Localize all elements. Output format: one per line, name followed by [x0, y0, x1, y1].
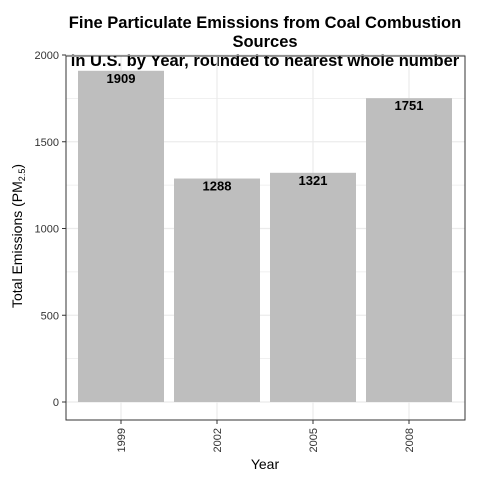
y-tick-label: 1500	[35, 137, 59, 149]
bar-2002	[174, 178, 260, 402]
bar-2005	[270, 172, 356, 402]
y-axis-title: Total Emissions (PM2.5)	[9, 164, 27, 308]
x-tick-label-2008: 2008	[404, 428, 416, 452]
chart-title-line-1: Fine Particulate Emissions from Coal Com…	[68, 14, 462, 51]
data-label-2005: 1321	[299, 173, 328, 188]
y-tick-label: 2000	[35, 50, 59, 62]
data-label-2008: 1751	[395, 98, 424, 113]
axes: 0 500 1000 1500 2000 1999 2002 2005 2008	[35, 50, 416, 452]
y-tick-label: 0	[53, 397, 59, 409]
x-axis-title: Year	[251, 456, 280, 472]
bar-1999	[78, 70, 164, 402]
bars	[78, 70, 452, 402]
y-tick-label: 1000	[35, 224, 59, 236]
x-tick-label-2005: 2005	[308, 428, 320, 452]
y-axis-title-subscript: 2.5	[17, 169, 27, 182]
y-axis-title-prefix: Total Emissions (PM	[9, 181, 25, 308]
data-label-1999: 1909	[107, 71, 136, 86]
plot-panel-border	[65, 55, 466, 421]
y-tick-label: 500	[41, 310, 59, 322]
x-tick-label-2002: 2002	[212, 428, 224, 452]
data-labels: 1909 1288 1321 1751	[107, 71, 424, 194]
data-label-2002: 1288	[203, 179, 232, 194]
bar-2008	[366, 98, 452, 402]
y-axis-title-suffix: )	[9, 164, 25, 169]
x-tick-label-1999: 1999	[116, 428, 128, 452]
